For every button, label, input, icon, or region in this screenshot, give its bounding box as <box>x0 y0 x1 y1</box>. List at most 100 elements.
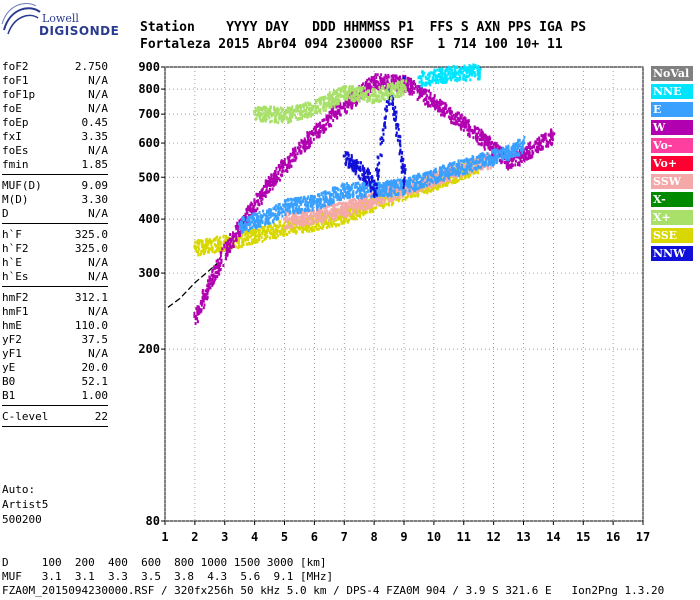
echo-point-w <box>547 144 550 148</box>
echo-point-w <box>462 118 465 122</box>
echo-point-e <box>273 207 276 211</box>
echo-point-e <box>310 203 313 207</box>
echo-point-w <box>197 305 200 309</box>
echo-point-sse <box>387 201 390 205</box>
param-row: foEs N/A <box>2 144 108 158</box>
echo-point-e <box>456 171 459 175</box>
divider <box>2 286 108 287</box>
echo-point-w <box>306 140 309 144</box>
echo-point-e <box>268 208 271 212</box>
echo-point-w <box>206 288 209 292</box>
echo-point-w <box>530 155 533 159</box>
echo-point-e <box>423 175 426 179</box>
echo-point-w <box>408 92 411 96</box>
echo-point-sse <box>353 206 356 210</box>
echo-point-w <box>475 138 478 142</box>
echo-point-w <box>225 241 228 245</box>
echo-point-w <box>387 73 390 77</box>
echo-point-w <box>230 238 233 242</box>
echo-point-w <box>226 244 229 248</box>
param-row: fmin 1.85 <box>2 158 108 172</box>
echo-point-ssw <box>356 210 359 214</box>
echo-point-w <box>440 100 443 104</box>
echo-point-w <box>265 189 268 193</box>
echo-point-w <box>433 99 436 103</box>
echo-point-e <box>405 182 408 186</box>
echo-point-ssw <box>420 188 423 192</box>
echo-point-e <box>341 195 344 199</box>
echo-point-w <box>413 87 416 91</box>
echo-point-sse <box>273 234 276 238</box>
echo-point-e <box>505 145 508 149</box>
echo-point-ssw <box>387 199 390 203</box>
echo-point-w <box>294 153 297 157</box>
echo-point-sse <box>257 235 260 239</box>
echo-point-ssw <box>318 217 321 221</box>
echo-point-e <box>279 211 282 215</box>
echo-point-w <box>449 117 452 121</box>
echo-point-e <box>457 166 460 170</box>
echo-point-e <box>259 223 262 227</box>
x-tick-label: 17 <box>636 530 650 544</box>
echo-point-w <box>487 138 490 142</box>
echo-point-e <box>430 178 433 182</box>
echo-point-w <box>480 133 483 137</box>
echo-point-w <box>426 104 429 108</box>
echo-point-w <box>527 156 530 160</box>
echo-point-e <box>256 212 259 216</box>
echo-point-sse <box>298 227 301 231</box>
echo-point-w <box>438 101 441 105</box>
echo-point-w <box>517 155 520 159</box>
echo-point-ssw <box>374 200 377 204</box>
echo-point-w <box>369 83 372 87</box>
echo-point-w <box>469 125 472 129</box>
echo-point-sse <box>384 196 387 200</box>
echo-point-w <box>543 137 546 141</box>
echo-point-ssw <box>344 207 347 211</box>
echo-point-w <box>440 113 443 117</box>
echo-point-w <box>266 179 269 183</box>
echo-point-w <box>467 119 470 123</box>
echo-point-e <box>292 207 295 211</box>
echo-point-w <box>408 87 411 91</box>
echo-point-sse <box>383 204 386 208</box>
echo-point-e <box>339 197 342 201</box>
param-name: B1 <box>2 389 16 402</box>
echo-point-sse <box>207 250 210 254</box>
echo-point-sse <box>199 253 202 257</box>
echo-point-ssw <box>296 216 299 220</box>
echo-point-e <box>521 151 524 155</box>
echo-point-sse <box>304 221 307 225</box>
param-value: N/A <box>88 270 108 283</box>
echo-point-sse <box>268 236 271 240</box>
echo-point-e <box>370 187 373 191</box>
echo-point-w <box>442 101 445 105</box>
echo-point-ssw <box>345 214 348 218</box>
echo-point-w <box>420 89 423 93</box>
echo-point-w <box>307 139 310 143</box>
echo-point-e <box>332 190 335 194</box>
echo-point-sse <box>241 241 244 245</box>
echo-point-sse <box>205 242 208 246</box>
echo-point-e <box>342 192 345 196</box>
echo-point-e <box>256 225 259 229</box>
echo-point-w <box>322 127 325 131</box>
echo-point-w <box>283 160 286 164</box>
echo-point-e <box>479 158 482 162</box>
echo-point-w <box>279 173 282 177</box>
echo-point-w <box>456 111 459 115</box>
echo-point-ssw <box>350 204 353 208</box>
echo-point-ssw <box>483 156 486 160</box>
echo-point-ssw <box>293 216 296 220</box>
echo-point-w <box>315 135 318 139</box>
echo-point-sse <box>454 181 457 185</box>
echo-point-e <box>355 191 358 195</box>
echo-point-w <box>372 83 375 87</box>
echo-point-sse <box>195 246 198 250</box>
echo-point-sse <box>347 220 350 224</box>
echo-point-e <box>378 184 381 188</box>
echo-point-e <box>485 160 488 164</box>
echo-point-sse <box>222 234 225 238</box>
echo-point-sse <box>411 194 414 198</box>
echo-point-e <box>268 212 272 216</box>
